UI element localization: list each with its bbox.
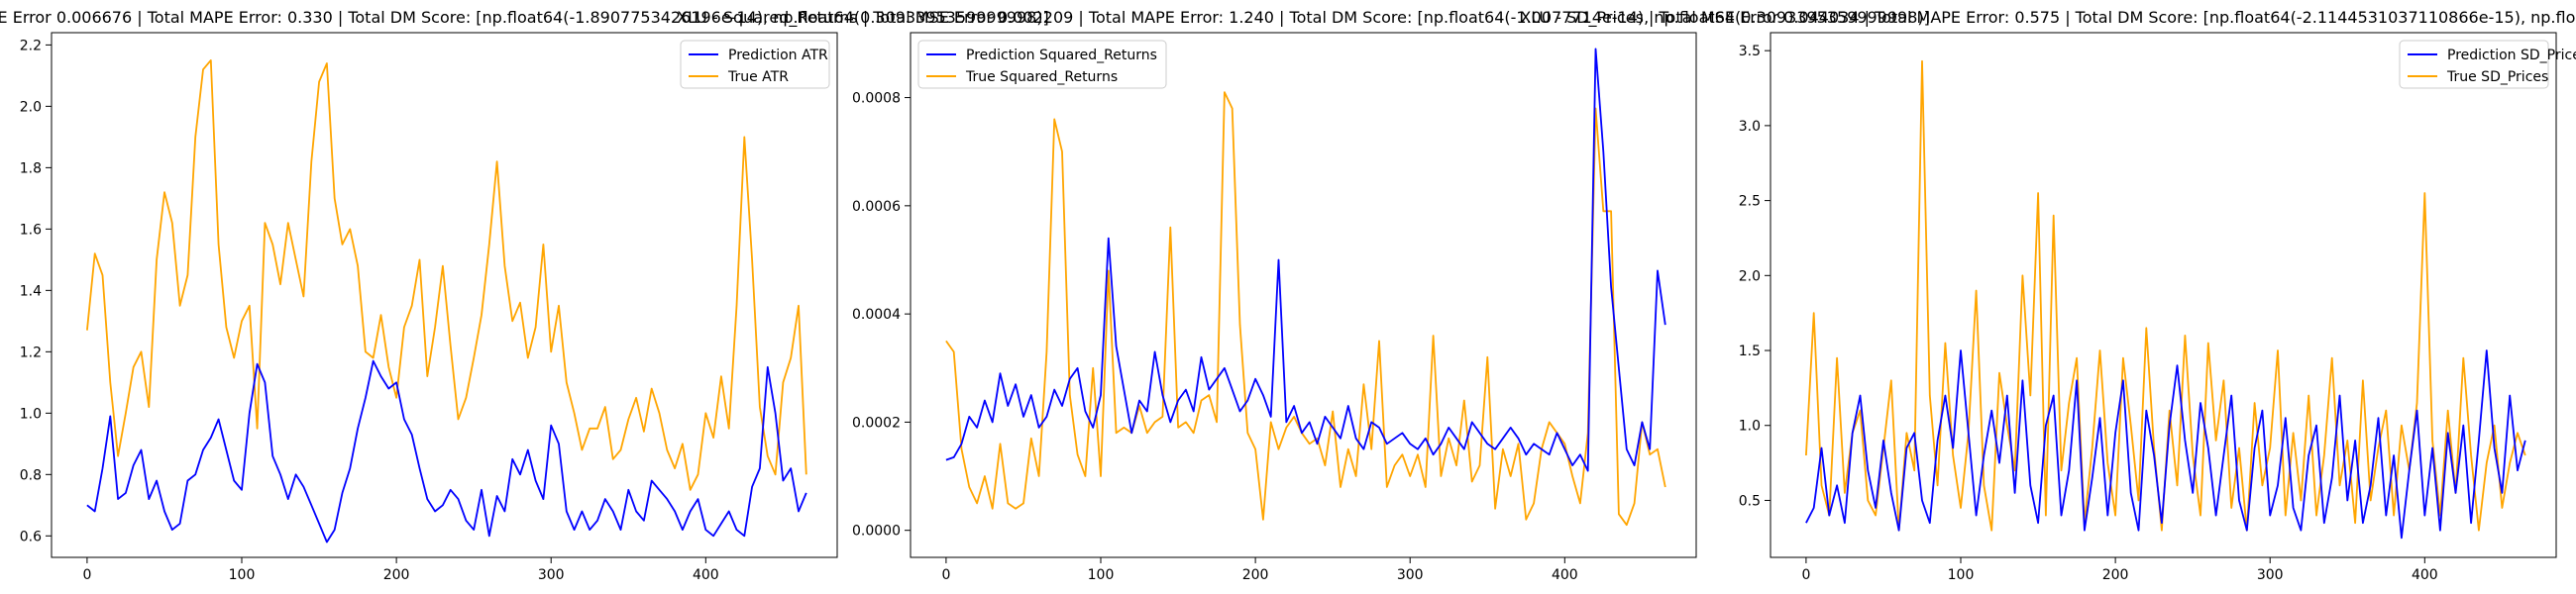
- chart-panel-3: XLU - SD_Prices | Total MSE Error 0.0440…: [1520, 8, 2576, 583]
- y-tick-label: 3.0: [1739, 119, 1761, 135]
- legend: Prediction Squared_Returns True Squared_R…: [917, 40, 1167, 89]
- x-tick-label: 400: [2412, 567, 2438, 583]
- y-tick-label: 0.0008: [852, 91, 901, 107]
- series-line-true-atr: [86, 59, 807, 491]
- x-tick-label: 200: [2102, 567, 2129, 583]
- legend-label: Prediction SD_Prices: [2447, 48, 2576, 63]
- series-group: [1805, 59, 2526, 540]
- y-tick-label: 1.0: [20, 406, 42, 422]
- x-tick-label: 400: [1552, 567, 1578, 583]
- y-tick-label: 1.6: [20, 222, 42, 238]
- series-group: [86, 59, 807, 544]
- y-tick-label: 1.0: [1739, 419, 1761, 435]
- legend-label: True SD_Prices: [2446, 69, 2548, 85]
- series-line-true-sd-prices: [1805, 59, 2526, 532]
- legend: Prediction SD_Prices True SD_Prices: [2399, 40, 2576, 89]
- x-tick-label: 0: [1801, 567, 1810, 583]
- chart-title: XLU - SD_Prices | Total MSE Error 0.0440…: [1520, 8, 2576, 28]
- series-line-true-squared-returns: [945, 91, 1666, 527]
- y-tick-label: 2.5: [1739, 194, 1761, 210]
- y-tick-label: 0.5: [1739, 493, 1761, 509]
- x-tick-label: 300: [1397, 567, 1424, 583]
- x-tick-label: 100: [1088, 567, 1115, 583]
- x-tick-label: 100: [1948, 567, 1975, 583]
- x-tick-label: 300: [538, 567, 565, 583]
- legend-label: Prediction Squared_Returns: [966, 48, 1157, 63]
- x-tick-label: 200: [383, 567, 410, 583]
- y-tick-label: 1.2: [20, 345, 42, 360]
- legend-label: True Squared_Returns: [965, 69, 1118, 85]
- x-tick-label: 200: [1242, 567, 1269, 583]
- series-line-prediction-squared-returns: [945, 48, 1666, 472]
- y-tick-label: 0.0004: [852, 307, 901, 323]
- y-tick-label: 3.5: [1739, 44, 1761, 59]
- x-tick-label: 300: [2257, 567, 2284, 583]
- y-tick-label: 0.6: [20, 529, 42, 544]
- legend-label: Prediction ATR: [728, 48, 828, 63]
- y-tick-label: 2.0: [1739, 268, 1761, 284]
- chart-panel-2: XLU - Squared_Returns | Total MSE Error …: [677, 8, 1930, 583]
- y-tick-label: 2.0: [20, 99, 42, 115]
- series-group: [945, 48, 1666, 527]
- legend-label: True ATR: [727, 69, 789, 85]
- x-tick-label: 100: [229, 567, 256, 583]
- legend: Prediction ATR True ATR: [680, 40, 830, 89]
- chart-title: XLU - ATR | Total MSE Error 0.006676 | T…: [0, 8, 1049, 27]
- y-tick-label: 0.0006: [852, 199, 901, 215]
- y-tick-label: 0.0000: [852, 524, 901, 540]
- chart-title: XLU - Squared_Returns | Total MSE Error …: [677, 8, 1930, 28]
- y-tick-label: 2.2: [20, 38, 42, 53]
- chart-panel-1: XLU - ATR | Total MSE Error 0.006676 | T…: [0, 8, 1049, 583]
- x-tick-label: 0: [82, 567, 91, 583]
- legend-box: [917, 40, 1167, 89]
- x-tick-label: 0: [941, 567, 950, 583]
- axes-frame: [1770, 32, 2557, 558]
- y-tick-label: 1.4: [20, 283, 42, 299]
- series-line-prediction-sd-prices: [1805, 349, 2526, 540]
- axes-frame: [51, 32, 838, 558]
- axes-frame: [910, 32, 1697, 558]
- y-tick-label: 0.0002: [852, 415, 901, 431]
- y-tick-label: 1.8: [20, 160, 42, 176]
- x-tick-label: 400: [693, 567, 719, 583]
- series-line-prediction-atr: [86, 359, 807, 544]
- y-tick-label: 0.8: [20, 467, 42, 483]
- y-tick-label: 1.5: [1739, 344, 1761, 359]
